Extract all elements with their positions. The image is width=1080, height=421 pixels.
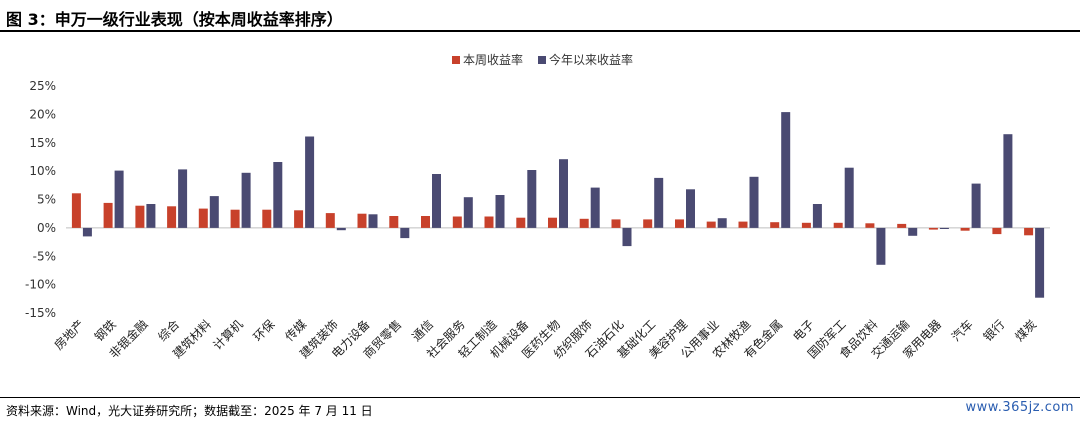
y-tick-label: 10%: [29, 164, 56, 178]
bar-ytd: [336, 227, 346, 231]
bar-weekly: [1024, 227, 1034, 236]
bar-weekly: [135, 205, 145, 228]
bar-weekly: [897, 223, 907, 228]
source-note: 资料来源：Wind，光大证券研究所；数据截至：2025 年 7 月 11 日: [6, 404, 373, 418]
x-category-label: 环保: [251, 317, 278, 344]
bar-ytd: [432, 174, 441, 228]
legend-swatch: [538, 56, 546, 64]
bar-weekly: [294, 210, 304, 228]
bar-ytd: [495, 195, 505, 228]
x-category-label: 汽车: [948, 317, 976, 345]
title-divider: [0, 30, 1080, 32]
bar-weekly: [865, 223, 875, 228]
bar-ytd: [305, 136, 315, 228]
legend-label: 今年以来收益率: [549, 52, 633, 67]
x-category-label: 通信: [409, 317, 436, 344]
y-axis: -15% -10% -5% 0% 5% 10% 15% 20% 25%: [25, 79, 1050, 320]
bar-weekly: [770, 222, 780, 228]
bar-weekly: [421, 216, 430, 228]
y-tick-label: 15%: [29, 136, 56, 150]
x-category-label: 钢铁: [92, 317, 119, 344]
y-tick-label: -15%: [25, 306, 56, 320]
bar-weekly: [801, 222, 811, 228]
bar-ytd: [939, 227, 949, 229]
bar-ytd: [559, 159, 568, 228]
bar-ytd: [400, 227, 410, 239]
x-category-label: 传媒: [282, 317, 310, 345]
bar-ytd: [82, 227, 92, 237]
x-category-label: 房地产: [51, 317, 87, 353]
bar-weekly: [103, 202, 113, 228]
bar-weekly: [484, 216, 494, 228]
bar-ytd: [146, 204, 156, 228]
bar-ytd: [1003, 134, 1013, 228]
bar-ytd: [781, 112, 791, 228]
bar-weekly: [548, 217, 557, 228]
bar-ytd: [876, 227, 886, 265]
bar-ytd: [463, 197, 473, 228]
bar-ytd: [908, 227, 918, 236]
bar-ytd: [209, 196, 219, 228]
watermark: www.365jz.com: [965, 400, 1074, 415]
bar-weekly: [167, 206, 177, 228]
bar-weekly: [325, 213, 335, 228]
bar-ytd: [114, 170, 124, 228]
x-category-label: 煤炭: [1012, 317, 1039, 344]
x-category-label: 计算机: [210, 317, 246, 353]
bar-ytd: [717, 218, 727, 228]
bar-weekly: [579, 218, 589, 228]
source-divider: [0, 397, 1080, 398]
bar-weekly: [230, 209, 240, 228]
bar-weekly: [389, 216, 399, 228]
bar-weekly: [71, 193, 81, 228]
bar-ytd: [971, 183, 981, 228]
bar-ytd: [368, 214, 378, 228]
legend-swatch: [452, 56, 460, 64]
bar-ytd: [590, 187, 600, 228]
bar-weekly: [516, 217, 526, 228]
bar-ytd: [273, 162, 283, 228]
bar-weekly: [357, 213, 367, 228]
bars: [71, 112, 1045, 298]
y-tick-label: 20%: [29, 107, 56, 121]
bar-ytd: [812, 204, 822, 228]
bar-weekly: [706, 221, 716, 228]
bar-ytd: [749, 176, 759, 228]
bar-weekly: [833, 222, 843, 228]
y-tick-label: -5%: [33, 249, 56, 263]
bar-ytd: [654, 177, 664, 228]
bar-ytd: [527, 170, 537, 228]
bar-weekly: [738, 221, 748, 228]
bar-ytd: [241, 172, 251, 228]
x-category-label: 电子: [790, 317, 817, 344]
bar-ytd: [178, 169, 188, 228]
y-tick-label: 5%: [37, 193, 56, 207]
y-tick-label: 25%: [29, 79, 56, 93]
legend-label: 本周收益率: [463, 52, 523, 67]
bar-weekly: [992, 227, 1002, 235]
bar-weekly: [960, 227, 970, 231]
bar-ytd: [844, 167, 854, 228]
bar-ytd: [622, 227, 632, 247]
legend: 本周收益率 今年以来收益率: [452, 52, 633, 67]
bar-weekly: [452, 216, 462, 228]
y-tick-label: 0%: [37, 221, 56, 235]
bar-ytd: [686, 189, 695, 228]
bar-weekly: [611, 219, 621, 228]
bar-ytd: [1035, 227, 1045, 298]
x-category-label: 综合: [155, 317, 183, 345]
y-tick-label: -10%: [25, 278, 56, 292]
x-category-label: 银行: [981, 317, 1008, 344]
bar-chart: 本周收益率 今年以来收益率 -15% -10% -5% 0% 5% 10% 15% 20% 25%…: [25, 52, 1050, 362]
bar-weekly: [675, 219, 684, 228]
bar-weekly: [928, 227, 938, 230]
bar-weekly: [262, 209, 272, 228]
bar-weekly: [643, 219, 653, 228]
bar-weekly: [198, 208, 208, 228]
chart-title: 图 3：申万一级行业表现（按本周收益率排序）: [6, 10, 343, 29]
